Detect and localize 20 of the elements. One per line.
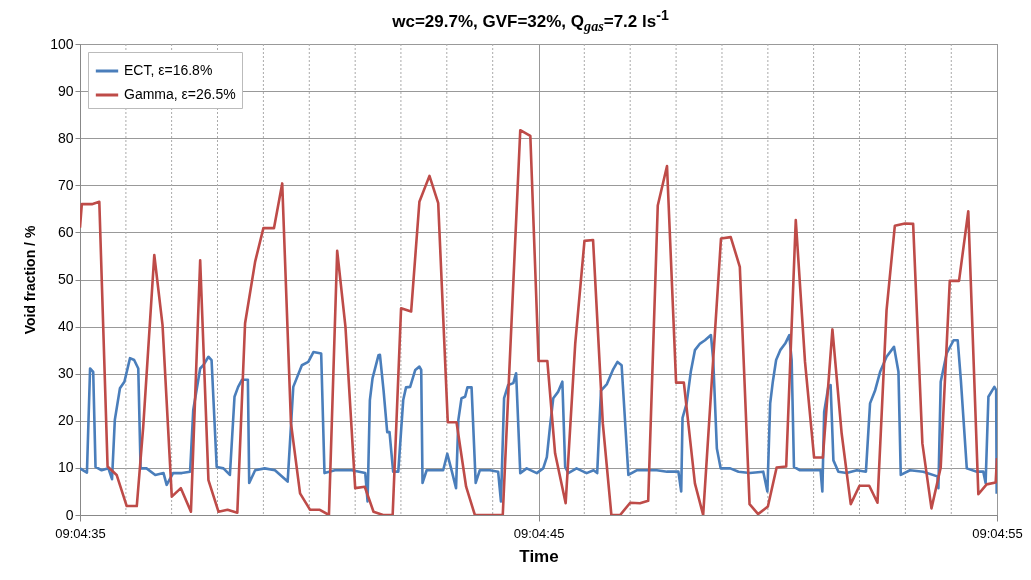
y-tick-label: 0 xyxy=(65,506,74,523)
x-tick-label: 09:04:35 xyxy=(55,525,106,541)
y-tick-label: 60 xyxy=(57,223,74,240)
y-tick-label: 50 xyxy=(57,271,74,287)
legend-label: ECT, ε=16.8% xyxy=(124,62,213,78)
x-tick-label: 09:04:45 xyxy=(513,525,565,541)
y-tick-label: 70 xyxy=(57,176,74,193)
chart-title: wc=29.7%, GVF=32%, Q$_{gas}$=7.2 ls$^{-1}$ xyxy=(391,6,670,35)
y-tick-label: 80 xyxy=(57,129,74,146)
y-tick-label: 90 xyxy=(57,82,74,99)
y-tick-label: 20 xyxy=(57,412,74,429)
y-tick-label: 10 xyxy=(57,459,74,476)
x-axis-title: Time xyxy=(519,546,559,566)
y-tick-label: 40 xyxy=(57,318,74,335)
legend-label: Gamma, ε=26.5% xyxy=(124,86,236,102)
x-tick-label: 09:04:55 xyxy=(972,525,1023,541)
y-tick-label: 100 xyxy=(50,35,74,52)
y-tick-label: 30 xyxy=(57,365,74,382)
line-series xyxy=(80,333,997,503)
y-axis-title: Void fraction / % xyxy=(22,225,39,335)
